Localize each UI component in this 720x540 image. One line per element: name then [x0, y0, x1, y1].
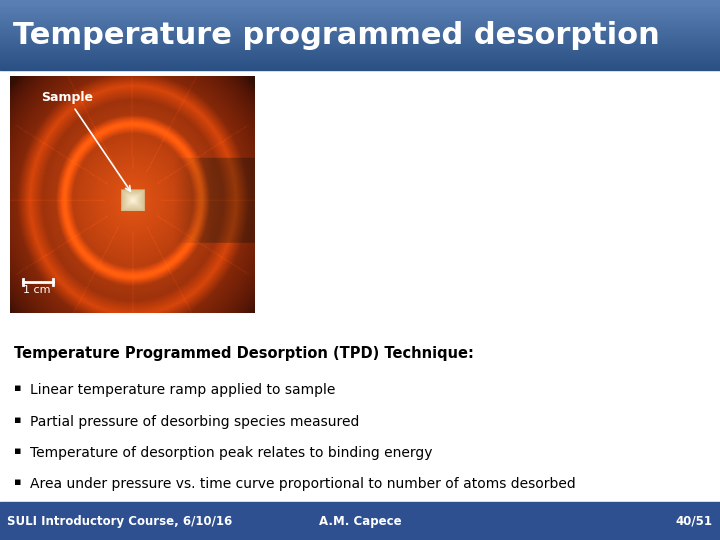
- Text: Linear temperature ramp applied to sample: Linear temperature ramp applied to sampl…: [30, 383, 336, 397]
- Text: Partial pressure of desorbing species measured: Partial pressure of desorbing species me…: [30, 415, 359, 429]
- Text: ▪: ▪: [14, 477, 22, 488]
- Text: Area under pressure vs. time curve proportional to number of atoms desorbed: Area under pressure vs. time curve propo…: [30, 477, 576, 491]
- Text: SULI Introductory Course, 6/10/16: SULI Introductory Course, 6/10/16: [7, 515, 233, 528]
- Text: Sample: Sample: [41, 91, 130, 191]
- Text: Temperature programmed desorption: Temperature programmed desorption: [13, 21, 660, 50]
- Text: A.M. Capece: A.M. Capece: [319, 515, 401, 528]
- Text: Temperature of desorption peak relates to binding energy: Temperature of desorption peak relates t…: [30, 446, 433, 460]
- Text: 40/51: 40/51: [676, 515, 713, 528]
- Text: ▪: ▪: [14, 383, 22, 394]
- Text: 1 cm: 1 cm: [23, 286, 50, 295]
- Text: ▪: ▪: [14, 446, 22, 456]
- Text: ▪: ▪: [14, 415, 22, 425]
- Text: Temperature Programmed Desorption (TPD) Technique:: Temperature Programmed Desorption (TPD) …: [14, 346, 474, 361]
